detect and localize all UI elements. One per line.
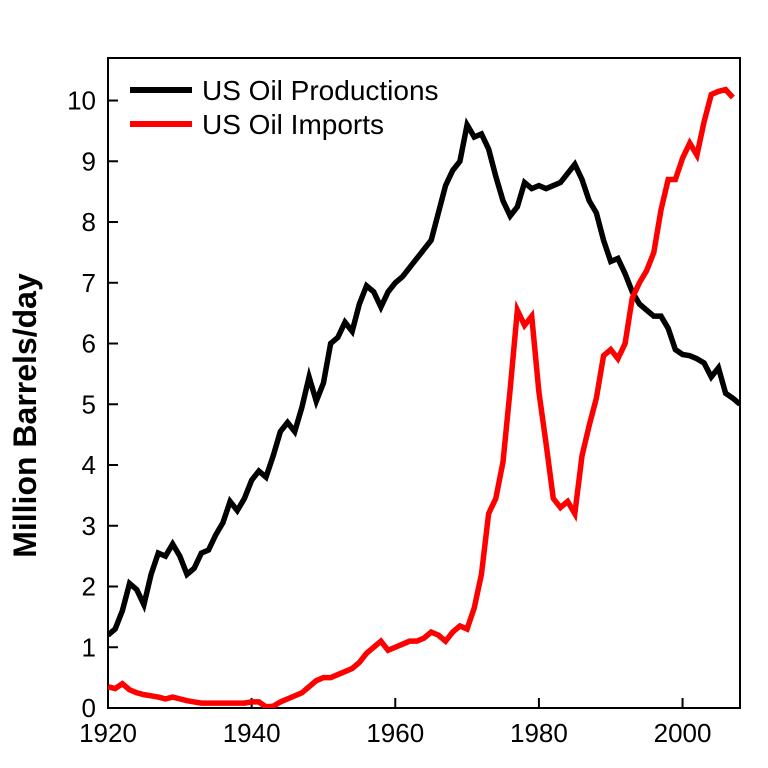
y-tick-label: 7 (82, 268, 96, 298)
y-tick-label: 9 (82, 146, 96, 176)
y-tick-label: 2 (82, 572, 96, 602)
x-tick-label: 1940 (223, 718, 281, 748)
oil-line-chart: 19201940196019802000012345678910Million … (0, 0, 768, 768)
y-tick-label: 4 (82, 450, 96, 480)
y-axis-title: Million Barrels/day (7, 273, 43, 558)
legend-label: US Oil Imports (202, 109, 384, 140)
x-tick-label: 2000 (654, 718, 712, 748)
y-tick-label: 6 (82, 329, 96, 359)
y-tick-label: 1 (82, 632, 96, 662)
y-tick-label: 8 (82, 207, 96, 237)
y-tick-label: 10 (67, 86, 96, 116)
y-tick-label: 3 (82, 511, 96, 541)
y-tick-label: 5 (82, 389, 96, 419)
x-tick-label: 1960 (366, 718, 424, 748)
x-tick-label: 1980 (510, 718, 568, 748)
series-line (108, 125, 740, 635)
y-tick-label: 0 (82, 693, 96, 723)
series-line (108, 90, 733, 707)
legend-label: US Oil Productions (202, 75, 439, 106)
